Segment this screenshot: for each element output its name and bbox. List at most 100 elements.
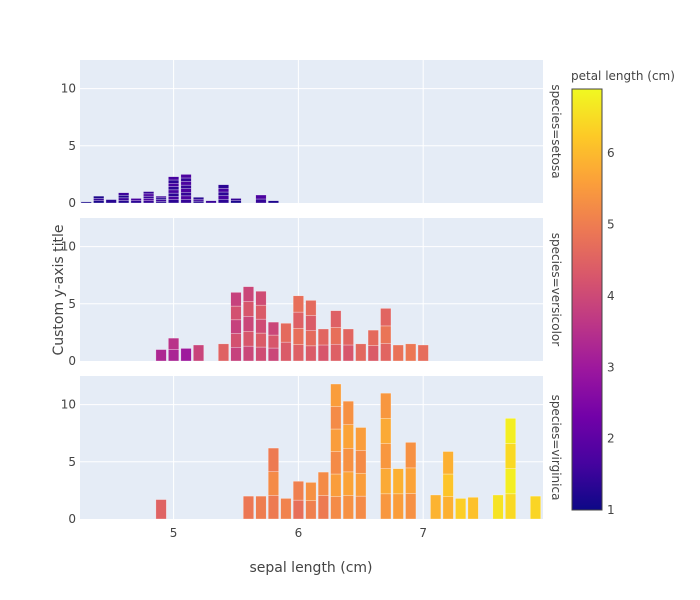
histogram-bar: [417, 344, 429, 362]
histogram-bar: [392, 344, 404, 362]
bar-segment: [193, 198, 205, 202]
histogram-bar: [355, 427, 367, 520]
bar-segment: [218, 199, 230, 204]
facet-label: species=virginica: [549, 395, 563, 501]
y-tick-label: 0: [68, 354, 76, 368]
bar-segment: [280, 322, 292, 343]
bar-segment: [242, 331, 254, 347]
bar-segment: [505, 468, 517, 495]
bar-segment: [230, 333, 242, 348]
bar-segment: [505, 443, 517, 469]
histogram-bar: [218, 184, 230, 204]
bar-segment: [292, 499, 304, 520]
bar-segment: [168, 199, 180, 204]
bar-segment: [442, 496, 454, 520]
bar-segment: [168, 337, 180, 350]
y-tick-label: 10: [61, 82, 76, 96]
y-axis-title: Custom y-axis title: [51, 224, 67, 355]
bar-segment: [292, 295, 304, 313]
bar-segment: [130, 200, 142, 204]
bar-segment: [342, 448, 354, 473]
bar-segment: [230, 305, 242, 321]
bar-segment: [230, 319, 242, 334]
histogram-bar: [130, 198, 142, 204]
bar-segment: [305, 500, 317, 520]
bar-segment: [342, 424, 354, 449]
bar-segment: [305, 300, 317, 316]
colorbar-tick-label: 3: [607, 360, 615, 374]
y-tick-label: 5: [68, 455, 76, 469]
histogram-bar: [305, 482, 317, 520]
bar-segment: [305, 330, 317, 347]
bar-segment: [255, 198, 267, 204]
bar-segment: [355, 427, 367, 451]
histogram-bar: [342, 328, 354, 362]
colorbar-tick-label: 6: [607, 146, 615, 160]
histogram-bar: [168, 337, 180, 362]
bar-segment: [267, 200, 279, 204]
histogram-bar: [93, 195, 105, 204]
bar-segment: [292, 311, 304, 329]
bar-segment: [255, 290, 267, 306]
histogram-bar: [193, 344, 205, 362]
colorbar-tick-label: 5: [607, 218, 615, 232]
bar-segment: [530, 495, 542, 520]
facet-label: species=versicolor: [549, 233, 563, 346]
histogram-bar: [305, 300, 317, 362]
y-tick-label: 0: [68, 512, 76, 526]
histogram-bar: [242, 495, 254, 520]
bar-segment: [118, 200, 130, 204]
bar-segment: [105, 199, 117, 204]
histogram-bar: [168, 176, 180, 204]
bar-segment: [405, 467, 417, 494]
histogram-bar: [505, 418, 517, 520]
bar-segment: [255, 194, 267, 200]
bar-segment: [155, 199, 167, 202]
bar-segment: [330, 343, 342, 362]
histogram-bar: [230, 292, 242, 362]
histogram-bar: [292, 480, 304, 520]
bar-segment: [168, 189, 180, 194]
bar-segment: [505, 418, 517, 444]
bar-segment: [330, 496, 342, 520]
bar-segment: [118, 195, 130, 199]
y-tick-label: 5: [68, 297, 76, 311]
histogram-bar: [143, 191, 155, 204]
bar-segment: [430, 494, 442, 520]
bar-segment: [193, 344, 205, 362]
bar-segment: [255, 346, 267, 362]
bar-segment: [330, 327, 342, 345]
facet-panel-background: [80, 60, 543, 203]
bar-segment: [455, 498, 467, 520]
bar-segment: [342, 495, 354, 520]
bar-segment: [392, 344, 404, 362]
bar-segment: [155, 349, 167, 362]
bar-segment: [380, 325, 392, 344]
histogram-bar: [405, 442, 417, 520]
bar-segment: [367, 329, 379, 346]
bar-segment: [242, 301, 254, 317]
bar-segment: [180, 177, 192, 182]
bar-segment: [280, 498, 292, 520]
histogram-bar: [230, 198, 242, 204]
bar-segment: [242, 345, 254, 362]
bar-segment: [180, 348, 192, 362]
bar-segment: [330, 383, 342, 407]
bar-segment: [180, 174, 192, 179]
colorbar: petal length (cm) 1 2 3 4 5 6: [571, 69, 675, 517]
bar-segment: [392, 493, 404, 520]
bar-segment: [180, 181, 192, 186]
bar-segment: [442, 451, 454, 475]
facet-label: species=setosa: [549, 84, 563, 178]
bar-segment: [255, 318, 267, 334]
bar-segment: [242, 495, 254, 520]
bar-segment: [143, 193, 155, 197]
bar-segment: [267, 347, 279, 362]
bar-segment: [305, 482, 317, 501]
bar-segment: [180, 184, 192, 189]
histogram-bar: [267, 200, 279, 204]
bar-segment: [168, 349, 180, 362]
bar-segment: [280, 341, 292, 362]
bar-segment: [180, 188, 192, 193]
